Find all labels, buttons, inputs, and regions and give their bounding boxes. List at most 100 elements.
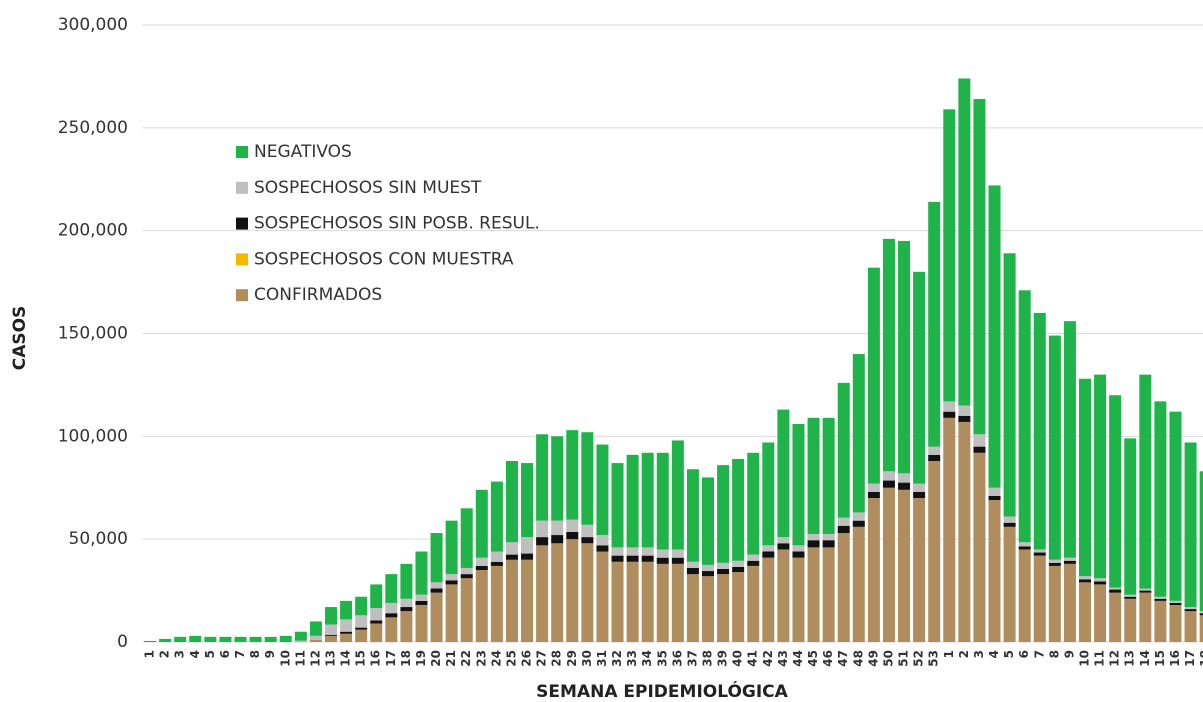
bar-segment bbox=[1139, 590, 1152, 593]
bar-segment bbox=[340, 600, 353, 620]
bar-segment bbox=[702, 571, 714, 577]
bar-segment bbox=[566, 531, 579, 540]
bar-segment bbox=[656, 452, 669, 550]
x-tick-label: 18 bbox=[1198, 650, 1203, 667]
x-tick-label: 22 bbox=[459, 650, 473, 667]
bar-segment bbox=[475, 565, 488, 571]
bar-segment bbox=[1094, 584, 1107, 642]
legend-swatch bbox=[236, 146, 248, 158]
bar-segment bbox=[385, 574, 398, 603]
bar-segment bbox=[732, 560, 745, 567]
bar-segment bbox=[943, 109, 956, 402]
x-tick-label: 10 bbox=[278, 650, 292, 667]
x-tick-label: 12 bbox=[1108, 650, 1122, 667]
bar-segment bbox=[415, 551, 428, 595]
y-tick-label: 150,000 bbox=[58, 324, 128, 344]
bar-segment bbox=[1003, 516, 1016, 523]
bar-segment bbox=[385, 613, 398, 618]
legend-label: SOSPECHOSOS SIN POSB. RESUL. bbox=[254, 214, 540, 234]
bar-segment bbox=[521, 559, 534, 642]
legend-label: SOSPECHOSOS SIN MUEST bbox=[254, 178, 482, 198]
bar-segment bbox=[1154, 401, 1167, 597]
bar-segment bbox=[898, 482, 911, 490]
bar-segment bbox=[1063, 560, 1076, 564]
bar-segment bbox=[1139, 374, 1152, 589]
bar-segment bbox=[596, 545, 609, 552]
legend-swatch bbox=[236, 217, 248, 230]
x-tick-label: 17 bbox=[384, 650, 398, 667]
x-tick-label: 5 bbox=[1002, 650, 1016, 658]
x-tick-label: 7 bbox=[233, 650, 247, 658]
bar-segment bbox=[204, 636, 217, 642]
legend-swatch bbox=[236, 289, 248, 302]
bar-segment bbox=[144, 640, 157, 642]
bar-segment bbox=[671, 563, 684, 642]
bar-segment bbox=[159, 638, 172, 642]
bar-segment bbox=[1109, 592, 1122, 642]
bar-segment bbox=[551, 543, 564, 642]
x-tick-label: 21 bbox=[444, 650, 458, 667]
bar-segment bbox=[626, 561, 639, 642]
bar-segment bbox=[671, 549, 684, 558]
bar-segment bbox=[1063, 321, 1076, 558]
bar-segment bbox=[1169, 602, 1182, 605]
bar-segment bbox=[837, 532, 850, 642]
bar-segment bbox=[325, 607, 337, 625]
bar-segment bbox=[370, 584, 383, 609]
bar-segment bbox=[1094, 374, 1107, 579]
bar-segment bbox=[928, 461, 941, 642]
bar-segment bbox=[490, 551, 503, 562]
x-tick-label: 36 bbox=[670, 650, 684, 667]
bar-segment bbox=[1063, 563, 1076, 642]
bar-segment bbox=[551, 535, 564, 544]
bar-segment bbox=[732, 566, 745, 573]
bar-segment bbox=[867, 491, 880, 499]
x-tick-label: 41 bbox=[746, 650, 760, 667]
bar-segment bbox=[385, 617, 398, 642]
x-tick-label: 1 bbox=[143, 650, 157, 658]
x-tick-label: 7 bbox=[1032, 650, 1046, 658]
bar-segment bbox=[958, 421, 971, 642]
bar-segment bbox=[1109, 589, 1122, 593]
bar-segment bbox=[1003, 526, 1016, 642]
bar-segment bbox=[943, 417, 956, 642]
bar-segment bbox=[611, 547, 624, 556]
bar-segment bbox=[641, 555, 654, 562]
bar-segment bbox=[943, 411, 956, 418]
bar-segment bbox=[822, 417, 835, 535]
x-tick-label: 35 bbox=[655, 650, 669, 667]
x-tick-label: 49 bbox=[866, 650, 880, 667]
bar-segment bbox=[626, 547, 639, 556]
bar-segment bbox=[702, 477, 714, 565]
x-tick-label: 2 bbox=[957, 650, 971, 658]
bar-segment bbox=[445, 584, 458, 642]
bar-segment bbox=[656, 563, 669, 642]
bar-segment bbox=[1169, 600, 1182, 603]
bar-segment bbox=[792, 423, 805, 546]
bar-segment bbox=[807, 547, 820, 642]
bar-segment bbox=[1018, 290, 1031, 543]
bar-segment bbox=[536, 537, 549, 546]
bar-segment bbox=[385, 602, 398, 614]
bar-segment bbox=[475, 557, 488, 566]
bar-segment bbox=[1154, 598, 1167, 601]
x-tick-label: 32 bbox=[610, 650, 624, 667]
y-tick-label: 50,000 bbox=[69, 529, 128, 549]
y-axis-title: CASOS bbox=[10, 306, 30, 371]
bar-segment bbox=[1154, 600, 1167, 642]
bar-segment bbox=[852, 512, 865, 521]
bar-segment bbox=[837, 382, 850, 518]
bar-segment bbox=[973, 446, 986, 453]
x-tick-label: 29 bbox=[565, 650, 579, 667]
bar-segment bbox=[958, 405, 971, 416]
bar-segment bbox=[1003, 522, 1016, 527]
bar-segment bbox=[1033, 312, 1046, 550]
bar-segment bbox=[581, 543, 594, 642]
x-tick-label: 47 bbox=[836, 650, 850, 667]
bar-segment bbox=[837, 525, 850, 533]
bar-segment bbox=[490, 565, 503, 642]
x-tick-label: 45 bbox=[806, 650, 820, 667]
x-tick-label: 1 bbox=[942, 650, 956, 658]
bar-segment bbox=[445, 574, 458, 581]
x-tick-label: 52 bbox=[912, 650, 926, 667]
